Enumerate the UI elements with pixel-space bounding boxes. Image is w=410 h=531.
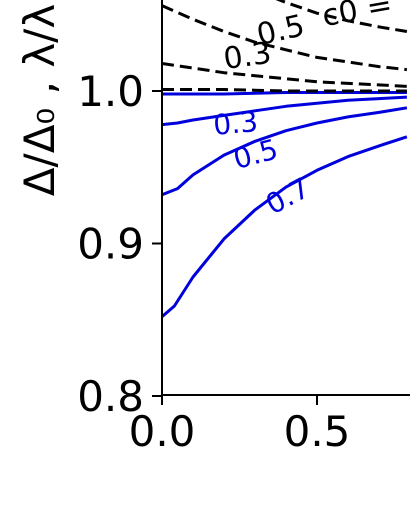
solid-series-0-7 (162, 135, 408, 318)
curve-label-2: 0.7 (260, 171, 315, 221)
y-tick-layer: 0.8 0.9 1.0 (77, 67, 162, 421)
dashed-series-0-5 (162, 4, 408, 72)
y-tick-label: 1.0 (77, 67, 144, 116)
series-layer (162, 0, 408, 318)
solid-series-0-3 (162, 95, 407, 127)
x-tick-label: 0.5 (284, 407, 351, 456)
dashed-series-unlabeled-4 (162, 88, 407, 93)
dashed-series-0-3 (162, 62, 407, 88)
y-tick-label: 0.8 (77, 372, 144, 421)
curve-label-3: 0.3 (221, 36, 273, 77)
curve-label-4: 0.5 (254, 8, 308, 53)
y-tick-label: 0.9 (77, 220, 144, 269)
annotation-layer: 0.30.50.70.30.5 c0 = (212, 0, 395, 221)
curve-label-0: 0.3 (212, 105, 259, 142)
x-tick-label: 0.0 (129, 407, 196, 456)
x-tick-layer: 0.0 0.5 (129, 395, 351, 456)
solid-series-0-5 (162, 106, 408, 197)
dashed-series-unlabeled-7 (275, 0, 408, 33)
solid-series-unlabeled-3 (162, 91, 407, 96)
y-axis-label: Δ/Δ₀ , λ/λ (15, 4, 64, 196)
